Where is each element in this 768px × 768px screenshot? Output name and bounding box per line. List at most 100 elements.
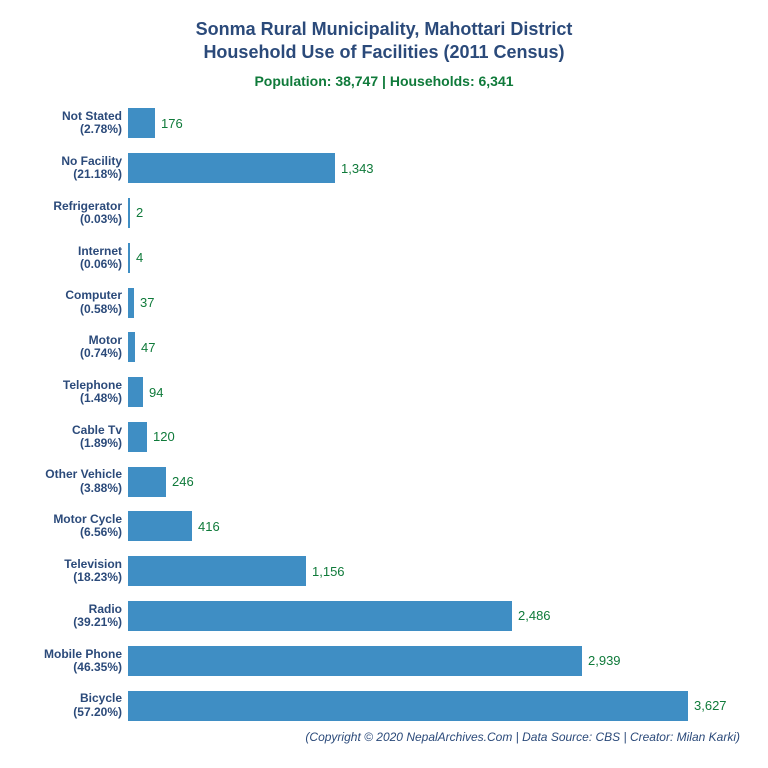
bar-label-name: Internet (78, 244, 122, 258)
bar-row: Computer(0.58%) 37 (22, 281, 748, 325)
bar-row: Other Vehicle(3.88%) 246 (22, 460, 748, 504)
bar-label: Telephone(1.48%) (22, 379, 128, 405)
bar-track: 416 (128, 511, 748, 541)
bar-label-name: Mobile Phone (44, 647, 122, 661)
bar-label: No Facility(21.18%) (22, 155, 128, 181)
bar-label-name: No Facility (61, 154, 122, 168)
bar-label: Internet(0.06%) (22, 245, 128, 271)
bar-value: 1,156 (312, 564, 345, 579)
bar-label-pct: (1.48%) (80, 391, 122, 405)
bar-fill (128, 646, 582, 676)
chart-subtitle: Population: 38,747 | Households: 6,341 (20, 73, 748, 89)
bars-area: Not Stated(2.78%) 176 No Facility(21.18%) 1… (20, 101, 748, 728)
bar-label-pct: (2.78%) (80, 122, 122, 136)
bar-value: 3,627 (694, 698, 727, 713)
bar-value: 416 (198, 519, 220, 534)
bar-label: Refrigerator(0.03%) (22, 200, 128, 226)
bar-label-pct: (39.21%) (73, 615, 122, 629)
bar-label: Bicycle(57.20%) (22, 692, 128, 718)
bar-label-name: Other Vehicle (45, 467, 122, 481)
bar-fill (128, 691, 688, 721)
chart-container: Sonma Rural Municipality, Mahottari Dist… (0, 0, 768, 768)
bar-label-name: Not Stated (62, 109, 122, 123)
bar-fill (128, 601, 512, 631)
bar-value: 37 (140, 295, 154, 310)
bar-label-name: Cable Tv (72, 423, 122, 437)
bar-value: 4 (136, 250, 143, 265)
bar-label-name: Television (64, 557, 122, 571)
bar-track: 246 (128, 467, 748, 497)
bar-track: 3,627 (128, 691, 748, 721)
bar-label: Radio(39.21%) (22, 603, 128, 629)
bar-fill (128, 556, 306, 586)
bar-label-pct: (0.58%) (80, 302, 122, 316)
bar-track: 37 (128, 288, 748, 318)
bar-label-name: Bicycle (80, 691, 122, 705)
bar-fill (128, 332, 135, 362)
bar-row: No Facility(21.18%) 1,343 (22, 146, 748, 190)
bar-label-pct: (57.20%) (73, 705, 122, 719)
bar-label-name: Motor Cycle (53, 512, 122, 526)
bar-row: Motor Cycle(6.56%) 416 (22, 504, 748, 548)
bar-label-pct: (6.56%) (80, 525, 122, 539)
bar-track: 176 (128, 108, 748, 138)
bar-row: Internet(0.06%) 4 (22, 236, 748, 280)
bar-row: Television(18.23%) 1,156 (22, 549, 748, 593)
bar-value: 176 (161, 116, 183, 131)
bar-label-name: Refrigerator (53, 199, 122, 213)
bar-value: 2,486 (518, 608, 551, 623)
chart-title: Sonma Rural Municipality, Mahottari Dist… (20, 18, 748, 63)
bar-label-pct: (0.74%) (80, 346, 122, 360)
bar-value: 94 (149, 385, 163, 400)
bar-label: Other Vehicle(3.88%) (22, 468, 128, 494)
bar-label-pct: (21.18%) (73, 167, 122, 181)
bar-label-pct: (0.03%) (80, 212, 122, 226)
bar-fill (128, 108, 155, 138)
chart-footer: (Copyright © 2020 NepalArchives.Com | Da… (20, 730, 748, 744)
chart-title-line2: Household Use of Facilities (2011 Census… (203, 42, 564, 62)
bar-label-name: Computer (65, 288, 122, 302)
bar-row: Cable Tv(1.89%) 120 (22, 415, 748, 459)
bar-track: 94 (128, 377, 748, 407)
bar-track: 2 (128, 198, 748, 228)
bar-label: Mobile Phone(46.35%) (22, 648, 128, 674)
bar-track: 1,156 (128, 556, 748, 586)
bar-value: 47 (141, 340, 155, 355)
bar-track: 1,343 (128, 153, 748, 183)
bar-label-name: Radio (89, 602, 122, 616)
bar-row: Telephone(1.48%) 94 (22, 370, 748, 414)
bar-row: Refrigerator(0.03%) 2 (22, 191, 748, 235)
bar-label: Computer(0.58%) (22, 289, 128, 315)
bar-fill (128, 511, 192, 541)
bar-row: Motor(0.74%) 47 (22, 325, 748, 369)
bar-fill (128, 467, 166, 497)
bar-label-pct: (18.23%) (73, 570, 122, 584)
bar-row: Mobile Phone(46.35%)2,939 (22, 639, 748, 683)
bar-track: 2,939 (128, 646, 748, 676)
bar-label-name: Telephone (63, 378, 122, 392)
bar-row: Not Stated(2.78%) 176 (22, 101, 748, 145)
chart-title-line1: Sonma Rural Municipality, Mahottari Dist… (196, 19, 573, 39)
bar-label: Motor(0.74%) (22, 334, 128, 360)
bar-fill (128, 243, 130, 273)
bar-track: 120 (128, 422, 748, 452)
bar-fill (128, 377, 143, 407)
bar-track: 47 (128, 332, 748, 362)
bar-fill (128, 422, 147, 452)
bar-label-pct: (0.06%) (80, 257, 122, 271)
bar-label-name: Motor (89, 333, 122, 347)
bar-label-pct: (3.88%) (80, 481, 122, 495)
bar-label: Cable Tv(1.89%) (22, 424, 128, 450)
bar-label-pct: (46.35%) (73, 660, 122, 674)
bar-track: 2,486 (128, 601, 748, 631)
bar-track: 4 (128, 243, 748, 273)
bar-value: 1,343 (341, 161, 374, 176)
bar-value: 120 (153, 429, 175, 444)
bar-label: Television(18.23%) (22, 558, 128, 584)
bar-value: 246 (172, 474, 194, 489)
bar-label: Motor Cycle(6.56%) (22, 513, 128, 539)
bar-row: Radio(39.21%) 2,486 (22, 594, 748, 638)
bar-label-pct: (1.89%) (80, 436, 122, 450)
bar-fill (128, 198, 130, 228)
bar-value: 2 (136, 205, 143, 220)
